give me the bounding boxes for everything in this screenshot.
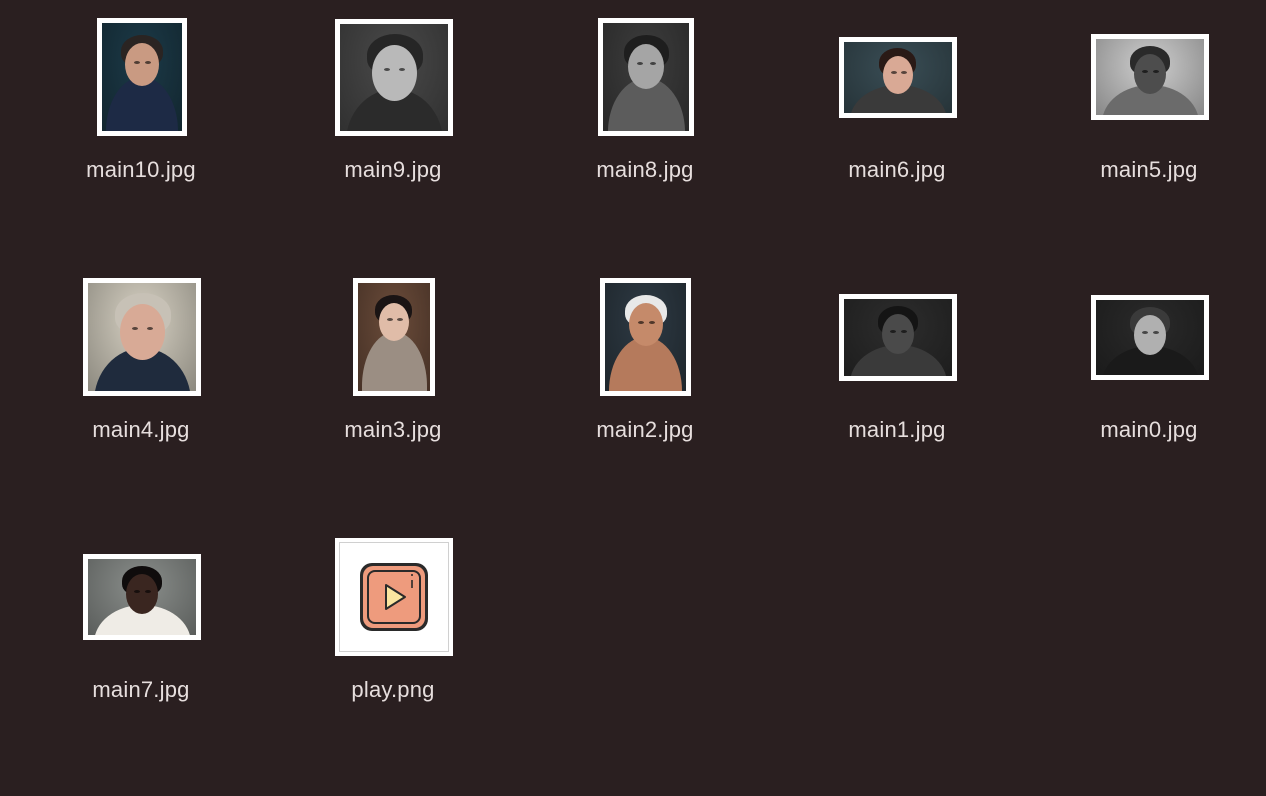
eye-left bbox=[891, 71, 897, 74]
eye-right bbox=[1153, 70, 1159, 73]
eye-left bbox=[637, 62, 643, 65]
file-item-main5[interactable]: main5.jpg bbox=[1049, 18, 1249, 218]
eye-left bbox=[1142, 331, 1148, 334]
portrait-thumbnail bbox=[83, 278, 201, 396]
eye-right bbox=[901, 330, 907, 333]
face bbox=[883, 56, 913, 94]
portrait-thumbnail bbox=[335, 19, 453, 136]
eye-right bbox=[649, 321, 655, 324]
face bbox=[379, 303, 409, 341]
eye-right bbox=[1153, 331, 1159, 334]
photo bbox=[1096, 39, 1204, 115]
file-name: main0.jpg bbox=[1100, 417, 1198, 442]
file-item-main0[interactable]: main0.jpg bbox=[1049, 278, 1249, 478]
eye-left bbox=[134, 590, 140, 593]
portrait-thumbnail bbox=[97, 18, 187, 136]
file-item-main4[interactable]: main4.jpg bbox=[41, 278, 241, 478]
eye-left bbox=[134, 61, 140, 64]
file-name: main8.jpg bbox=[596, 157, 694, 182]
photo bbox=[102, 23, 182, 131]
face bbox=[1134, 54, 1166, 94]
file-item-main9[interactable]: main9.jpg bbox=[293, 18, 493, 218]
eye-right bbox=[901, 71, 907, 74]
portrait-thumbnail bbox=[598, 18, 694, 136]
photo bbox=[1096, 300, 1204, 375]
file-item-main6[interactable]: main6.jpg bbox=[797, 18, 997, 218]
photo bbox=[88, 559, 196, 635]
portrait-thumbnail bbox=[1091, 34, 1209, 120]
file-item-main10[interactable]: main10.jpg bbox=[41, 18, 241, 218]
file-name: main9.jpg bbox=[344, 157, 442, 182]
file-name: main1.jpg bbox=[848, 417, 946, 442]
photo bbox=[605, 283, 686, 391]
portrait-thumbnail bbox=[1091, 295, 1209, 380]
file-item-main3[interactable]: main3.jpg bbox=[293, 278, 493, 478]
file-name: main5.jpg bbox=[1100, 157, 1198, 182]
photo bbox=[844, 299, 952, 376]
face bbox=[629, 303, 663, 346]
portrait-thumbnail bbox=[353, 278, 435, 396]
eye-left bbox=[638, 321, 644, 324]
eye-left bbox=[132, 327, 138, 330]
face bbox=[628, 44, 664, 89]
eye-right bbox=[650, 62, 656, 65]
file-name: main2.jpg bbox=[596, 417, 694, 442]
eye-left bbox=[890, 330, 896, 333]
file-item-play[interactable]: play.png bbox=[293, 538, 493, 738]
face bbox=[120, 304, 165, 360]
file-name: main10.jpg bbox=[86, 157, 196, 182]
face bbox=[126, 574, 158, 614]
play-image bbox=[339, 542, 449, 652]
portrait-thumbnail bbox=[600, 278, 691, 396]
image-thumbnail bbox=[335, 538, 453, 656]
file-name: play.png bbox=[351, 677, 435, 702]
file-name: main6.jpg bbox=[848, 157, 946, 182]
eye-left bbox=[1142, 70, 1148, 73]
file-name: main3.jpg bbox=[344, 417, 442, 442]
file-item-main1[interactable]: main1.jpg bbox=[797, 278, 997, 478]
eye-right bbox=[145, 61, 151, 64]
face bbox=[125, 43, 159, 86]
portrait-thumbnail bbox=[839, 294, 957, 381]
file-name: main7.jpg bbox=[92, 677, 190, 702]
portrait-thumbnail bbox=[83, 554, 201, 640]
eye-right bbox=[147, 327, 153, 330]
eye-right bbox=[145, 590, 151, 593]
photo bbox=[603, 23, 689, 131]
face bbox=[882, 314, 914, 354]
play-button-icon bbox=[360, 563, 428, 631]
face bbox=[372, 45, 417, 101]
eye-right bbox=[397, 318, 403, 321]
file-item-main8[interactable]: main8.jpg bbox=[545, 18, 745, 218]
photo bbox=[340, 24, 448, 131]
face bbox=[1134, 315, 1166, 355]
portrait-thumbnail bbox=[839, 37, 957, 118]
eye-left bbox=[384, 68, 390, 71]
file-name: main4.jpg bbox=[92, 417, 190, 442]
photo bbox=[358, 283, 430, 391]
photo bbox=[844, 42, 952, 113]
photo bbox=[88, 283, 196, 391]
file-item-main2[interactable]: main2.jpg bbox=[545, 278, 745, 478]
eye-right bbox=[399, 68, 405, 71]
file-item-main7[interactable]: main7.jpg bbox=[41, 538, 241, 738]
eye-left bbox=[387, 318, 393, 321]
